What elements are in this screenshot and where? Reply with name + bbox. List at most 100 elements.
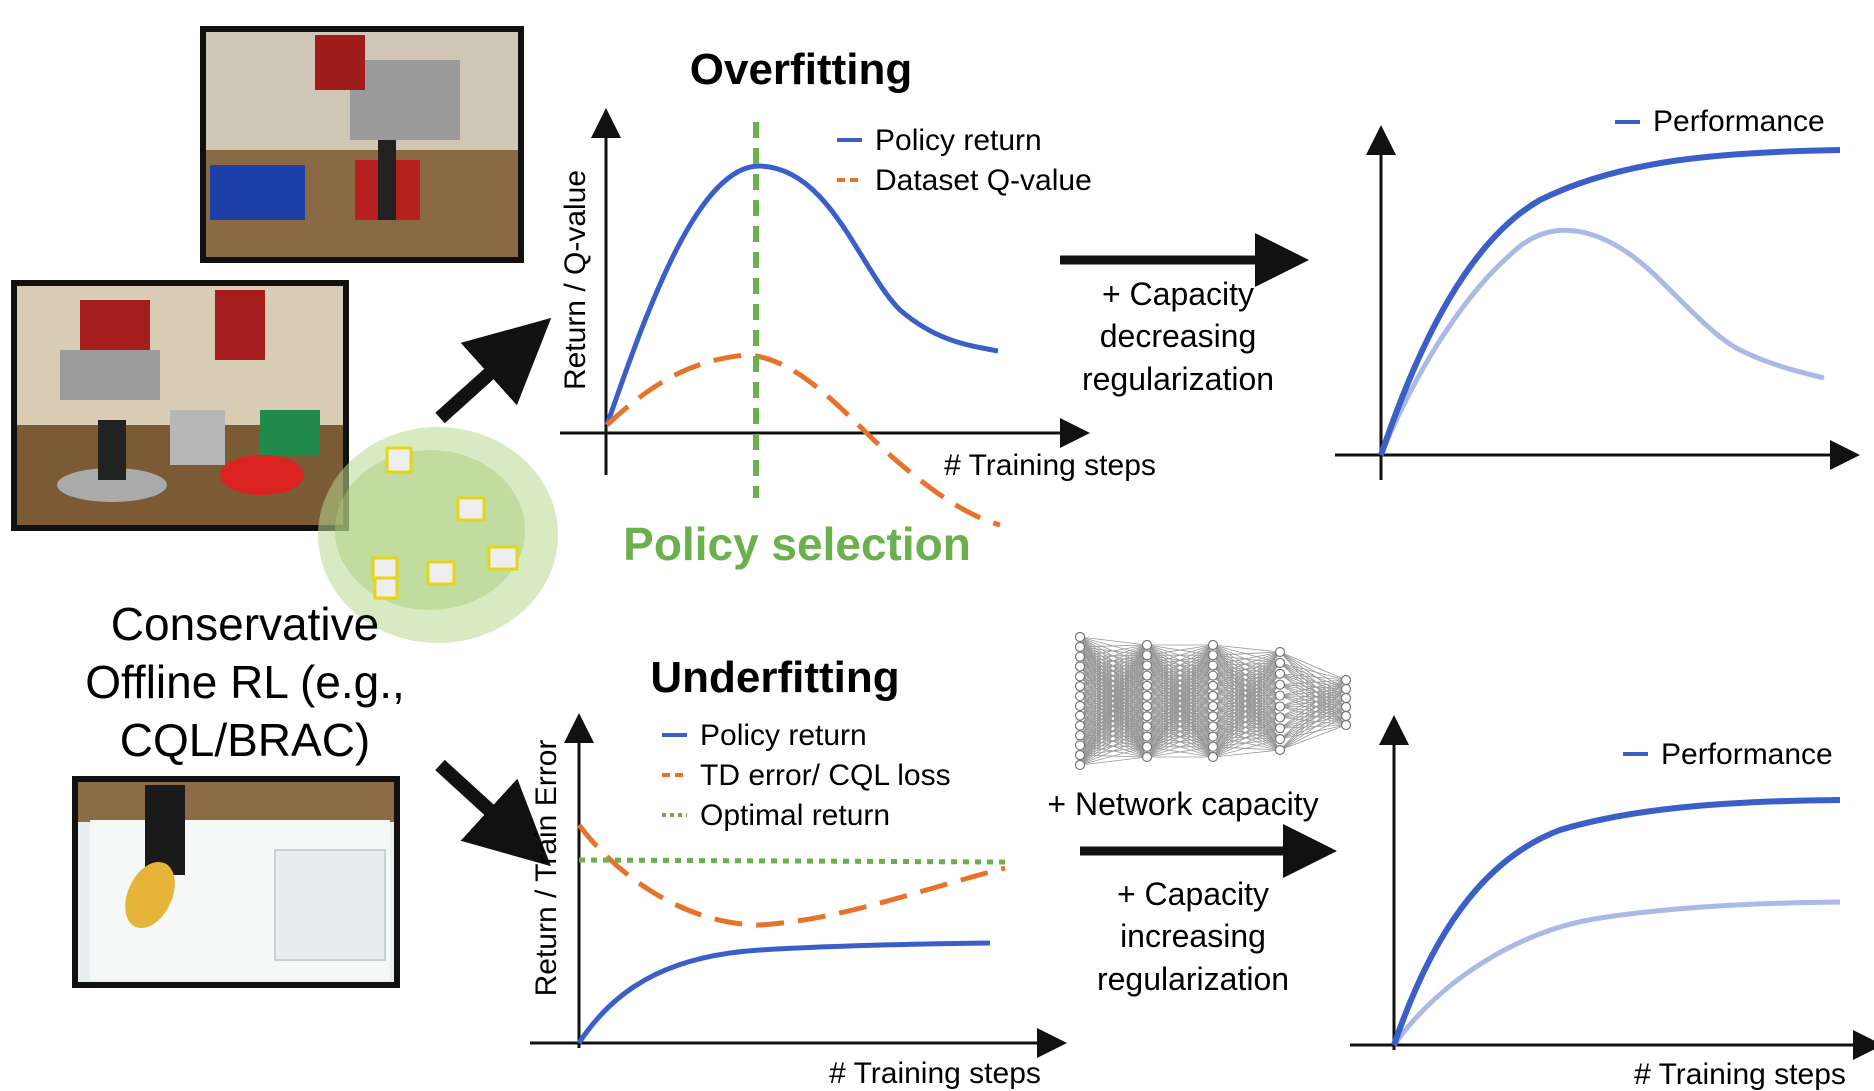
policy-selection-label: Policy selection	[623, 518, 971, 570]
nn-edge	[1079, 675, 1148, 766]
nn-edge	[1279, 697, 1347, 740]
nn-node	[1141, 731, 1153, 742]
nn-edge	[1146, 665, 1214, 758]
robot-photo-top	[200, 26, 524, 263]
bottom-transition-line-1: + Capacity	[1117, 876, 1269, 912]
nn-edge	[1212, 738, 1281, 758]
nn-edge	[1146, 644, 1214, 676]
top-transition-line-1: + Capacity	[1102, 276, 1254, 312]
underfitting-optimal-return-line	[578, 857, 1006, 865]
nn-node	[1141, 711, 1153, 722]
nn-edge	[1079, 644, 1148, 766]
nn-edge	[1146, 644, 1214, 758]
nn-edge	[1079, 695, 1148, 766]
nn-node	[1207, 650, 1219, 661]
bottom-performance-panel: Performance # Training steps	[1350, 715, 1874, 1091]
nn-node	[1340, 710, 1352, 722]
nn-edge	[1279, 679, 1347, 686]
nn-edge	[1146, 746, 1214, 758]
arrow-to-overfitting	[435, 317, 552, 424]
nn-edge	[1146, 736, 1214, 758]
nn-edge	[1212, 651, 1281, 666]
nn-edge	[1079, 644, 1148, 697]
nn-edge	[1212, 684, 1281, 758]
nn-edge	[1079, 715, 1148, 766]
nn-node	[1141, 700, 1153, 712]
nn-node	[1274, 668, 1286, 679]
nn-edge	[1212, 727, 1281, 758]
nn-node	[1074, 740, 1086, 751]
underfitting-panel: Underfitting Return / Train Error # Trai…	[530, 653, 1067, 1090]
nn-edge	[1279, 688, 1347, 751]
nn-node	[1207, 690, 1219, 702]
bottom-performance-faded-line	[1391, 899, 1841, 1047]
nn-edge	[1212, 695, 1281, 758]
nn-node	[1074, 641, 1086, 652]
top-transition: + Capacity decreasing regularization	[1060, 233, 1309, 397]
nn-edge	[1146, 644, 1214, 717]
nn-node	[1207, 731, 1219, 742]
nn-edge	[1279, 679, 1347, 707]
nn-edge	[1146, 644, 1214, 656]
method-label: Conservative Offline RL (e.g., CQL/BRAC)	[85, 598, 405, 766]
nn-edge	[1212, 651, 1281, 687]
nn-node	[1340, 719, 1352, 731]
nn-edge	[1079, 726, 1148, 766]
nn-edge	[1279, 715, 1347, 740]
nn-edge	[1279, 706, 1347, 751]
nn-edge	[1079, 644, 1148, 667]
nn-edge	[1146, 675, 1214, 758]
nn-node	[1207, 741, 1219, 752]
nn-node	[1141, 721, 1153, 732]
nn-node	[1141, 751, 1153, 763]
underfitting-legend-policy: Policy return	[700, 719, 867, 752]
nn-edge	[1212, 651, 1281, 727]
nn-edge	[1279, 697, 1347, 718]
nn-edge	[1279, 697, 1347, 751]
top-performance-faded-line	[1378, 227, 1825, 456]
top-transition-line-2: decreasing	[1100, 318, 1257, 354]
nn-edge	[1279, 706, 1347, 729]
nn-edge	[1079, 636, 1148, 646]
nn-edge	[1146, 654, 1214, 758]
nn-node	[1274, 690, 1286, 701]
nn-edge	[1212, 651, 1281, 707]
nn-node	[1141, 741, 1153, 752]
method-label-line-3: CQL/BRAC)	[120, 714, 370, 766]
nn-edge	[1146, 705, 1214, 758]
nn-edge	[1079, 644, 1148, 756]
method-label-line-1: Conservative	[111, 598, 379, 650]
nn-node	[1340, 692, 1352, 704]
nn-edge	[1279, 679, 1347, 729]
top-performance-panel: Performance	[1335, 105, 1860, 480]
top-transition-line-3: regularization	[1082, 361, 1274, 397]
nn-node	[1207, 670, 1219, 681]
nn-edge	[1279, 679, 1347, 740]
nn-edge	[1079, 644, 1148, 687]
overfitting-title: Overfitting	[690, 45, 912, 94]
overfitting-policy-return-line	[604, 163, 999, 426]
nn-edge	[1079, 665, 1148, 766]
nn-edge	[1079, 756, 1148, 766]
nn-node	[1074, 631, 1086, 643]
overfitting-ylabel: Return / Q-value	[559, 170, 592, 390]
underfitting-legend-opt: Optimal return	[700, 799, 890, 832]
overfitting-legend-q: Dataset Q-value	[875, 164, 1092, 197]
bottom-performance-legend: Performance	[1661, 738, 1833, 771]
nn-edge	[1212, 749, 1281, 758]
nn-edge	[1146, 685, 1214, 758]
nn-edge	[1279, 715, 1347, 751]
bottom-transition-line-2: increasing	[1120, 918, 1266, 954]
nn-node	[1074, 671, 1086, 682]
nn-edge	[1212, 651, 1281, 676]
underfitting-ylabel: Return / Train Error	[530, 740, 563, 997]
nn-edge	[1212, 651, 1281, 697]
nn-edge	[1279, 688, 1347, 718]
underfitting-policy-return-line	[576, 940, 991, 1045]
nn-edge	[1212, 651, 1281, 758]
nn-edge	[1079, 654, 1148, 766]
nn-node	[1074, 759, 1086, 771]
nn-edge	[1079, 746, 1148, 766]
nn-node	[1074, 690, 1086, 702]
overfitting-legend-policy: Policy return	[875, 124, 1042, 157]
